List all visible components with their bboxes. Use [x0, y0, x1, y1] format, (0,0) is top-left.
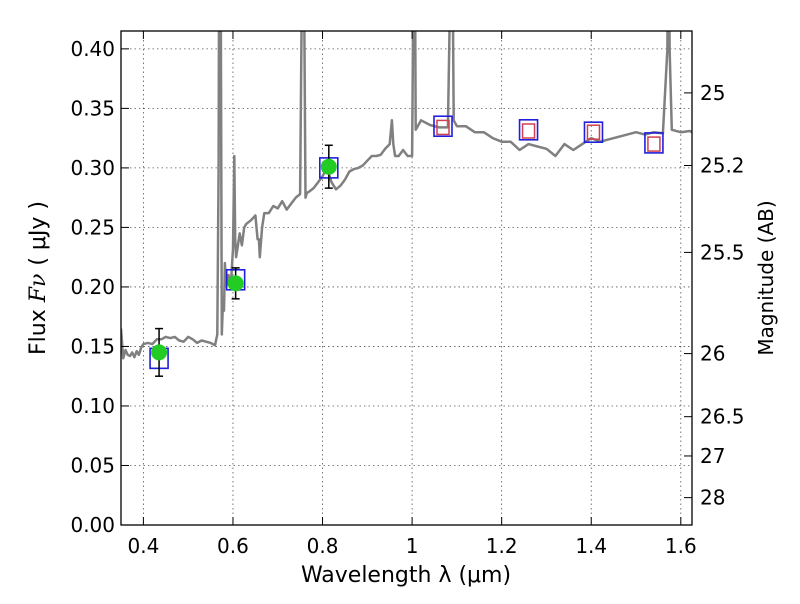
y-tick-label: 0.15	[70, 334, 115, 358]
y-tick-label: 0.40	[70, 37, 115, 61]
model-photometry-point	[583, 121, 604, 143]
observed-photometry-point	[151, 344, 168, 361]
x-tick-label: 0.8	[307, 534, 339, 558]
model-photometry-point	[518, 119, 539, 141]
y-tick-label: 0.35	[70, 96, 115, 120]
magnitude-tick-label: 26.5	[700, 405, 745, 429]
x-tick-label: 1.2	[486, 534, 518, 558]
x-tick-label: 1	[406, 534, 419, 558]
plot-frame	[120, 30, 693, 526]
predicted-photometry-point	[521, 123, 536, 139]
predicted-photometry-point	[647, 136, 661, 152]
y-tick-label: 0.30	[70, 156, 115, 180]
y-axis-label-prefix: Flux	[26, 302, 51, 355]
model-photometry-point	[644, 132, 664, 154]
x-tick-label: 1.6	[665, 534, 697, 558]
observed-photometry-point	[227, 275, 244, 292]
axis-ticks: 0.4 0.6 0.8 1 1.2 1.4 1.6 0.00 0.05 0.10 0.15 0.20 0…	[70, 31, 745, 558]
y-tick-label: 0.00	[70, 513, 115, 537]
model-spectrum-line	[121, 31, 692, 360]
plot-area	[121, 31, 692, 377]
y-tick-label: 0.20	[70, 275, 115, 299]
x-tick-label: 1.4	[575, 534, 607, 558]
x-tick-label: 0.4	[127, 534, 159, 558]
y-axis-label: Flux Fν ( μJy )	[26, 201, 51, 355]
y-axis-label-symbol: Fν	[26, 274, 51, 304]
y-axis-label-unit: ( μJy )	[26, 201, 51, 266]
right-axis-label: Magnitude (AB)	[754, 200, 778, 355]
y-tick-label: 0.05	[70, 453, 115, 477]
magnitude-tick-label: 25.2	[700, 154, 745, 178]
magnitude-tick-label: 28	[700, 486, 725, 510]
magnitude-tick-label: 26	[700, 342, 725, 366]
x-axis-label: Wavelength λ (μm)	[301, 563, 511, 588]
model-photometry-point	[433, 115, 453, 138]
magnitude-tick-label: 27	[700, 444, 725, 468]
grid	[121, 31, 692, 526]
x-tick-label: 0.6	[217, 534, 249, 558]
observed-photometry-point	[320, 158, 337, 175]
predicted-photometry-point	[586, 124, 601, 140]
magnitude-tick-label: 25	[700, 81, 725, 105]
y-tick-label: 0.25	[70, 215, 115, 239]
y-tick-label: 0.10	[70, 394, 115, 418]
magnitude-tick-label: 25.5	[700, 240, 745, 264]
predicted-photometry-point	[436, 119, 450, 136]
